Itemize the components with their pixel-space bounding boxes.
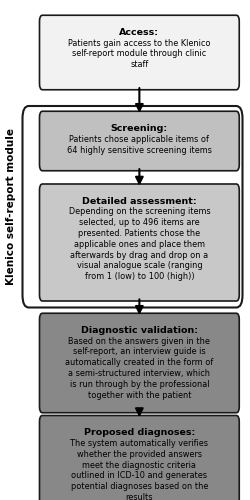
FancyBboxPatch shape bbox=[40, 313, 239, 412]
Text: Patients chose applicable items of
64 highly sensitive screening items: Patients chose applicable items of 64 hi… bbox=[67, 135, 212, 154]
Text: Proposed diagnoses:: Proposed diagnoses: bbox=[84, 428, 195, 437]
FancyBboxPatch shape bbox=[40, 184, 239, 301]
Text: Patients gain access to the Klenico
self-report module through clinic
staff: Patients gain access to the Klenico self… bbox=[68, 39, 210, 69]
Text: Diagnostic validation:: Diagnostic validation: bbox=[81, 326, 198, 335]
FancyBboxPatch shape bbox=[40, 15, 239, 90]
Text: The system automatically verifies
whether the provided answers
meet the diagnost: The system automatically verifies whethe… bbox=[70, 439, 208, 500]
Text: Based on the answers given in the
self-report, an interview guide is
automatical: Based on the answers given in the self-r… bbox=[65, 337, 214, 400]
FancyBboxPatch shape bbox=[40, 112, 239, 171]
FancyBboxPatch shape bbox=[40, 416, 239, 500]
Text: Detailed assessment:: Detailed assessment: bbox=[82, 196, 197, 205]
Text: Access:: Access: bbox=[120, 28, 160, 37]
Text: Screening:: Screening: bbox=[111, 124, 168, 132]
Text: Depending on the screening items
selected, up to 496 items are
presented. Patien: Depending on the screening items selecte… bbox=[68, 208, 210, 281]
Text: Klenico self-report module: Klenico self-report module bbox=[6, 128, 16, 285]
